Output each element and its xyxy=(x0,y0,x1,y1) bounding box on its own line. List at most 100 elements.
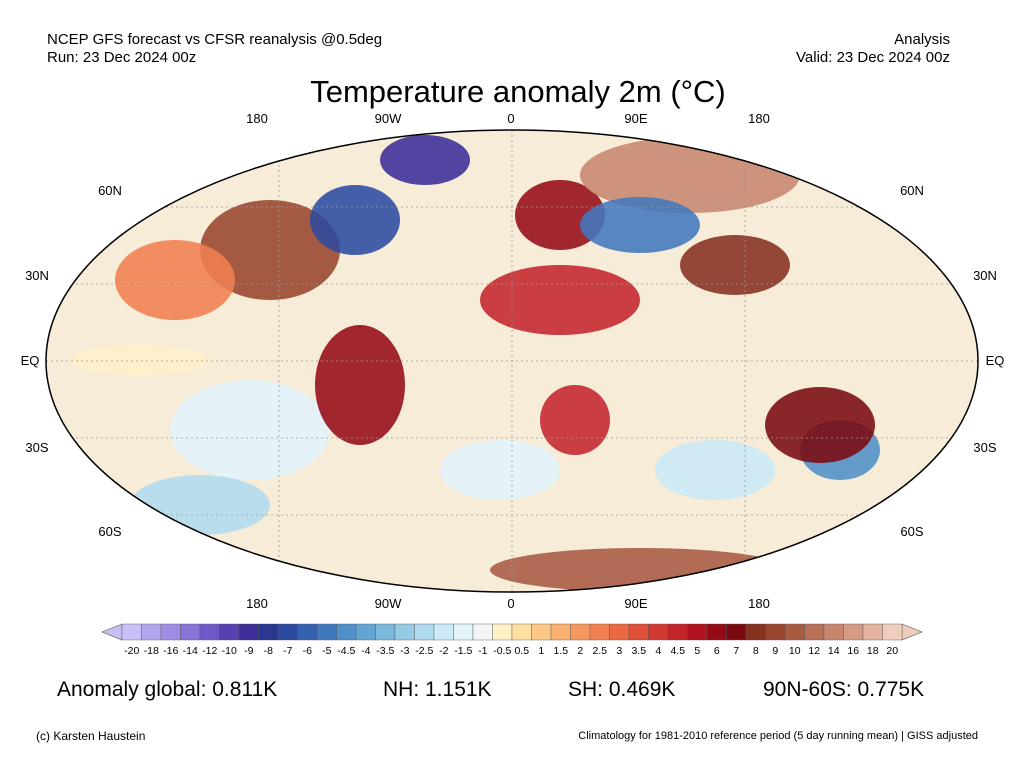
colorbar-tick-label: 18 xyxy=(867,645,879,657)
anomaly-patch xyxy=(440,440,560,500)
colorbar-swatch xyxy=(609,623,630,641)
lon-label-bottom: 180 xyxy=(748,596,770,611)
anomaly-patch xyxy=(70,345,210,375)
lon-label-top: 0 xyxy=(507,111,514,126)
colorbar-swatch xyxy=(453,623,474,641)
colorbar-swatch xyxy=(882,623,903,641)
lat-label-left: 30N xyxy=(25,268,49,283)
header-right: Analysis Valid: 23 Dec 2024 00z xyxy=(796,31,950,67)
colorbar-tick-label: -10 xyxy=(222,645,237,657)
colorbar-tick-label: 4 xyxy=(655,645,661,657)
lon-label-bottom: 90E xyxy=(624,596,647,611)
colorbar-tick-label: 5 xyxy=(694,645,700,657)
anomaly-patch xyxy=(680,235,790,295)
credit: (c) Karsten Haustein xyxy=(36,729,146,743)
anomaly-patch xyxy=(200,200,340,300)
colorbar-swatch xyxy=(180,623,201,641)
anomaly-patch xyxy=(765,387,875,463)
colorbar-swatch xyxy=(160,623,181,641)
lat-label-left: 60S xyxy=(98,524,121,539)
colorbar-tick-label: -6 xyxy=(303,645,312,657)
lat-label-right: 30S xyxy=(973,440,996,455)
lat-label-right: 60S xyxy=(900,524,923,539)
colorbar-tick-label: 1.5 xyxy=(553,645,568,657)
colorbar-swatch xyxy=(511,623,532,641)
colorbar-swatch xyxy=(667,623,688,641)
stat-polar: 90N-60S: 0.775K xyxy=(763,678,925,701)
colorbar-swatch xyxy=(258,623,279,641)
colorbar-tick-label: 9 xyxy=(772,645,778,657)
colorbar-swatch xyxy=(277,623,298,641)
colorbar-swatch xyxy=(589,623,610,641)
colorbar-tick-label: -2.5 xyxy=(415,645,433,657)
colorbar-swatch xyxy=(570,623,591,641)
anomaly-patch xyxy=(380,135,470,185)
mode-label: Analysis xyxy=(894,31,950,48)
lon-label-bottom: 0 xyxy=(507,596,514,611)
colorbar-tick-label: 1 xyxy=(538,645,544,657)
colorbar-tick-label: 4.5 xyxy=(670,645,685,657)
colorbar-tick-label: -18 xyxy=(144,645,159,657)
colorbar-tick-label: -3 xyxy=(400,645,409,657)
colorbar-swatch xyxy=(219,623,240,641)
stats-row: Anomaly global: 0.811K NH: 1.151K SH: 0.… xyxy=(0,678,1024,708)
colorbar-tick-label: 3 xyxy=(616,645,622,657)
colorbar-swatch xyxy=(414,623,435,641)
colorbar-tick-label: -4 xyxy=(361,645,370,657)
anomaly-patch xyxy=(580,197,700,253)
lon-label-bottom: 180 xyxy=(246,596,268,611)
colorbar-tick-label: -0.5 xyxy=(493,645,511,657)
colorbar-tick-label: 6 xyxy=(714,645,720,657)
colorbar-swatch xyxy=(394,623,415,641)
colorbar-tick-label: -5 xyxy=(322,645,331,657)
colorbar-tick-label: 2 xyxy=(577,645,583,657)
colorbar-min-arrow xyxy=(101,623,123,641)
colorbar-tick-label: -14 xyxy=(183,645,198,657)
lon-label-top: 90E xyxy=(624,111,647,126)
colorbar-tick-label: 0.5 xyxy=(514,645,529,657)
colorbar-tick-label: -9 xyxy=(244,645,253,657)
colorbar-swatch xyxy=(433,623,454,641)
colorbar-tick-label: -16 xyxy=(163,645,178,657)
map-border xyxy=(45,129,979,593)
colorbar-tick-label: -2 xyxy=(439,645,448,657)
colorbar-tick-label: -7 xyxy=(283,645,292,657)
colorbar-swatch xyxy=(862,623,883,641)
colorbar-swatch xyxy=(141,623,162,641)
anomaly-patch xyxy=(310,185,400,255)
colorbar-tick-label: 7 xyxy=(733,645,739,657)
lat-label-left: 30S xyxy=(25,440,48,455)
model-line: NCEP GFS forecast vs CFSR reanalysis @0.… xyxy=(47,31,383,48)
colorbar-swatch xyxy=(706,623,727,641)
colorbar-max-arrow xyxy=(901,623,923,641)
colorbar-tick-label: -8 xyxy=(264,645,273,657)
colorbar-swatch xyxy=(628,623,649,641)
header-left: NCEP GFS forecast vs CFSR reanalysis @0.… xyxy=(47,31,382,67)
lat-label-left: EQ xyxy=(21,353,40,368)
colorbar-tick-label: -12 xyxy=(202,645,217,657)
colorbar-tick-label: -1.5 xyxy=(454,645,472,657)
colorbar-swatch xyxy=(316,623,337,641)
valid-line: Valid: 23 Dec 2024 00z xyxy=(796,49,950,66)
colorbar-swatch xyxy=(375,623,396,641)
colorbar-swatch xyxy=(238,623,259,641)
colorbar-swatch xyxy=(648,623,669,641)
lat-label-right: 60N xyxy=(900,183,924,198)
colorbar-swatch xyxy=(823,623,844,641)
colorbar-tick-label: 12 xyxy=(808,645,820,657)
lon-label-top: 90W xyxy=(375,111,402,126)
colorbar-tick-label: 16 xyxy=(847,645,859,657)
colorbar-swatch xyxy=(784,623,805,641)
anomaly-patch xyxy=(115,240,235,320)
colorbar-swatch xyxy=(804,623,825,641)
lon-label-top: 180 xyxy=(748,111,770,126)
colorbar-swatch xyxy=(726,623,747,641)
lon-label-bottom: 90W xyxy=(375,596,402,611)
colorbar-swatch xyxy=(765,623,786,641)
lat-label-right: EQ xyxy=(986,353,1005,368)
colorbar-swatch xyxy=(355,623,376,641)
colorbar-swatch xyxy=(336,623,357,641)
